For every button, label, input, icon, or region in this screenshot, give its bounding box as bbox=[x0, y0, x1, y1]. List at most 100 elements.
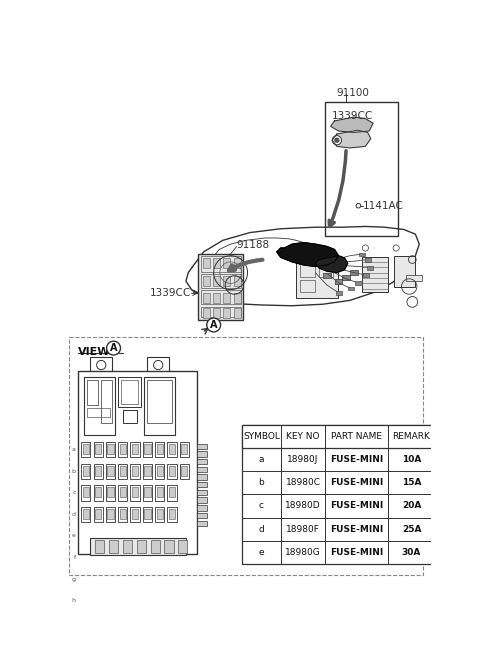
Bar bbox=[197, 482, 207, 487]
Bar bbox=[234, 276, 240, 286]
Bar bbox=[78, 371, 197, 553]
Text: 91100: 91100 bbox=[337, 88, 370, 98]
Text: A: A bbox=[210, 320, 217, 330]
Text: a: a bbox=[259, 455, 264, 464]
Bar bbox=[132, 509, 138, 519]
Bar bbox=[234, 293, 240, 303]
Bar bbox=[181, 444, 188, 455]
Bar bbox=[203, 276, 210, 286]
Bar bbox=[164, 540, 174, 553]
Bar bbox=[203, 258, 210, 268]
Bar bbox=[118, 442, 127, 457]
Bar bbox=[81, 485, 90, 500]
Bar bbox=[131, 507, 140, 522]
Text: FUSE-MINI: FUSE-MINI bbox=[330, 525, 384, 534]
Bar bbox=[144, 444, 151, 455]
Text: FUSE-MINI: FUSE-MINI bbox=[330, 455, 384, 464]
Bar bbox=[95, 509, 101, 519]
Circle shape bbox=[96, 360, 106, 369]
Text: A: A bbox=[110, 343, 117, 353]
Bar bbox=[132, 444, 138, 455]
Text: 1141AC: 1141AC bbox=[363, 200, 404, 211]
Polygon shape bbox=[277, 242, 338, 267]
Text: h: h bbox=[72, 598, 76, 603]
Text: 20A: 20A bbox=[402, 502, 421, 510]
Text: VIEW: VIEW bbox=[78, 346, 110, 356]
Bar bbox=[147, 358, 169, 373]
Bar bbox=[180, 442, 189, 457]
Text: f: f bbox=[74, 555, 76, 560]
Bar bbox=[123, 409, 137, 422]
Text: 18980C: 18980C bbox=[286, 478, 321, 487]
Text: FUSE-MINI: FUSE-MINI bbox=[330, 548, 384, 557]
Bar bbox=[203, 308, 210, 318]
Bar bbox=[151, 540, 160, 553]
Text: b: b bbox=[259, 478, 264, 487]
Bar bbox=[168, 464, 177, 479]
Bar bbox=[155, 464, 164, 479]
Bar bbox=[144, 487, 151, 498]
Bar bbox=[168, 442, 177, 457]
Bar bbox=[90, 358, 112, 373]
Bar bbox=[242, 425, 435, 448]
Bar bbox=[155, 442, 164, 457]
Bar bbox=[197, 498, 207, 503]
Bar bbox=[406, 275, 421, 281]
Text: e: e bbox=[259, 548, 264, 557]
Bar bbox=[324, 102, 398, 236]
Bar bbox=[109, 540, 118, 553]
Polygon shape bbox=[331, 117, 373, 132]
Text: 10A: 10A bbox=[402, 455, 421, 464]
Bar bbox=[201, 290, 240, 304]
Bar bbox=[144, 377, 175, 435]
Text: 30A: 30A bbox=[402, 548, 421, 557]
Bar bbox=[143, 507, 152, 522]
Bar bbox=[131, 464, 140, 479]
Text: KEY NO: KEY NO bbox=[286, 432, 320, 441]
Bar bbox=[144, 466, 151, 476]
Circle shape bbox=[335, 138, 339, 143]
Bar bbox=[108, 509, 114, 519]
Bar bbox=[319, 263, 333, 277]
Text: b: b bbox=[72, 469, 76, 474]
Text: REMARK: REMARK bbox=[393, 432, 431, 441]
Bar bbox=[101, 381, 112, 422]
Text: c: c bbox=[72, 491, 76, 495]
Bar bbox=[83, 509, 89, 519]
Bar bbox=[201, 274, 240, 288]
Bar bbox=[156, 509, 163, 519]
Bar bbox=[198, 254, 243, 320]
Bar bbox=[201, 257, 240, 272]
Bar bbox=[118, 485, 127, 500]
Bar bbox=[181, 466, 188, 476]
Bar bbox=[95, 466, 101, 476]
Bar bbox=[137, 540, 146, 553]
Polygon shape bbox=[315, 255, 348, 272]
Text: 18980D: 18980D bbox=[285, 502, 321, 510]
Bar bbox=[69, 337, 423, 575]
Bar bbox=[156, 466, 163, 476]
Bar bbox=[242, 425, 435, 564]
Bar bbox=[95, 444, 101, 455]
Bar bbox=[87, 408, 110, 417]
Bar bbox=[197, 466, 207, 472]
Bar bbox=[83, 466, 89, 476]
Bar bbox=[213, 258, 220, 268]
Bar bbox=[132, 466, 138, 476]
Bar bbox=[197, 459, 207, 464]
Bar bbox=[197, 490, 207, 495]
Bar bbox=[94, 507, 103, 522]
Bar bbox=[223, 276, 230, 286]
Text: e: e bbox=[72, 533, 76, 538]
Bar bbox=[169, 509, 175, 519]
Polygon shape bbox=[332, 130, 371, 148]
Bar bbox=[361, 257, 388, 292]
Bar bbox=[156, 487, 163, 498]
Bar bbox=[143, 442, 152, 457]
Bar bbox=[365, 258, 371, 262]
Circle shape bbox=[207, 318, 221, 332]
Circle shape bbox=[154, 360, 163, 369]
Circle shape bbox=[107, 341, 120, 355]
Bar bbox=[121, 381, 138, 403]
Bar bbox=[336, 291, 342, 295]
